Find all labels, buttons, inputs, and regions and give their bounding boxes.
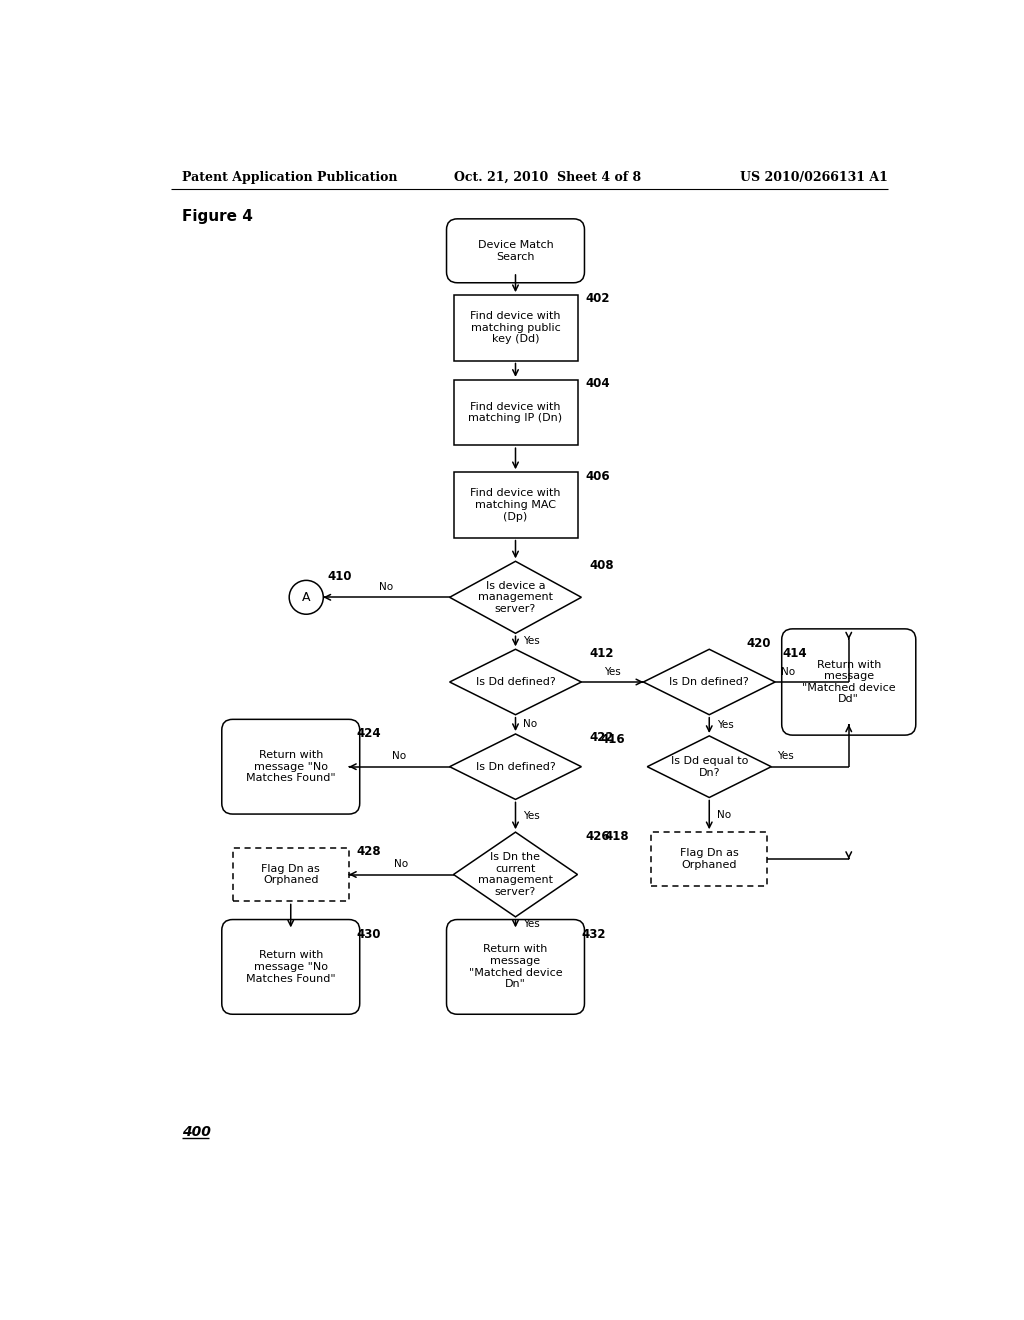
- Text: No: No: [717, 810, 731, 820]
- Text: US 2010/0266131 A1: US 2010/0266131 A1: [740, 172, 888, 185]
- Polygon shape: [450, 561, 582, 634]
- Bar: [232, 847, 349, 902]
- Text: Yes: Yes: [523, 810, 540, 821]
- Text: 426: 426: [586, 829, 610, 842]
- Text: 414: 414: [783, 647, 808, 660]
- Text: Yes: Yes: [523, 636, 540, 647]
- FancyBboxPatch shape: [446, 219, 585, 282]
- Polygon shape: [450, 734, 582, 800]
- Text: 430: 430: [356, 928, 381, 941]
- Polygon shape: [454, 832, 578, 917]
- Text: 424: 424: [356, 727, 381, 741]
- Text: 406: 406: [586, 470, 610, 483]
- Text: 432: 432: [582, 928, 606, 941]
- Text: No: No: [380, 582, 393, 591]
- Text: 410: 410: [328, 570, 351, 583]
- Text: Is device a
management
server?: Is device a management server?: [478, 581, 553, 614]
- Text: No: No: [394, 859, 409, 869]
- FancyBboxPatch shape: [222, 719, 359, 814]
- Text: Yes: Yes: [717, 721, 734, 730]
- Text: No: No: [781, 667, 796, 677]
- Polygon shape: [643, 649, 775, 714]
- Text: Is Dd equal to
Dn?: Is Dd equal to Dn?: [671, 756, 748, 777]
- Bar: [454, 380, 578, 445]
- Polygon shape: [647, 737, 771, 797]
- Polygon shape: [450, 649, 582, 714]
- Text: Return with
message "No
Matches Found": Return with message "No Matches Found": [246, 950, 336, 983]
- Text: 408: 408: [589, 558, 613, 572]
- Text: Flag Dn as
Orphaned: Flag Dn as Orphaned: [261, 863, 321, 886]
- Text: Patent Application Publication: Patent Application Publication: [182, 172, 397, 185]
- Text: Return with
message "No
Matches Found": Return with message "No Matches Found": [246, 750, 336, 783]
- Text: Find device with
matching IP (Dn): Find device with matching IP (Dn): [468, 401, 562, 424]
- Bar: [651, 832, 767, 886]
- Text: No: No: [523, 719, 538, 730]
- Text: Oct. 21, 2010  Sheet 4 of 8: Oct. 21, 2010 Sheet 4 of 8: [454, 172, 641, 185]
- Text: Is Dn defined?: Is Dn defined?: [670, 677, 750, 686]
- Text: 412: 412: [589, 647, 613, 660]
- Text: 428: 428: [356, 845, 381, 858]
- Text: 400: 400: [182, 1126, 211, 1139]
- Text: Is Dn the
current
management
server?: Is Dn the current management server?: [478, 853, 553, 896]
- Text: 402: 402: [586, 293, 609, 305]
- Bar: [454, 473, 578, 537]
- Text: A: A: [302, 591, 310, 603]
- Text: 404: 404: [586, 378, 610, 391]
- Text: 418: 418: [604, 829, 630, 842]
- Text: Figure 4: Figure 4: [182, 209, 253, 223]
- Text: Find device with
matching MAC
(Dp): Find device with matching MAC (Dp): [470, 488, 561, 521]
- Text: Find device with
matching public
key (Dd): Find device with matching public key (Dd…: [470, 312, 561, 345]
- Text: Is Dn defined?: Is Dn defined?: [475, 762, 555, 772]
- Text: No: No: [392, 751, 407, 762]
- Text: 416: 416: [601, 733, 626, 746]
- Text: Return with
message
"Matched device
Dn": Return with message "Matched device Dn": [469, 945, 562, 989]
- Text: Yes: Yes: [523, 919, 540, 928]
- Text: Device Match
Search: Device Match Search: [477, 240, 553, 261]
- Circle shape: [289, 581, 324, 614]
- Text: Is Dd defined?: Is Dd defined?: [475, 677, 555, 686]
- Text: 420: 420: [746, 638, 771, 649]
- FancyBboxPatch shape: [222, 920, 359, 1014]
- Text: Yes: Yes: [604, 667, 621, 677]
- Text: 422: 422: [589, 731, 613, 744]
- Text: Flag Dn as
Orphaned: Flag Dn as Orphaned: [680, 849, 738, 870]
- Text: Yes: Yes: [777, 751, 795, 762]
- Bar: [454, 296, 578, 360]
- FancyBboxPatch shape: [781, 628, 915, 735]
- FancyBboxPatch shape: [446, 920, 585, 1014]
- Text: Return with
message
"Matched device
Dd": Return with message "Matched device Dd": [802, 660, 896, 705]
